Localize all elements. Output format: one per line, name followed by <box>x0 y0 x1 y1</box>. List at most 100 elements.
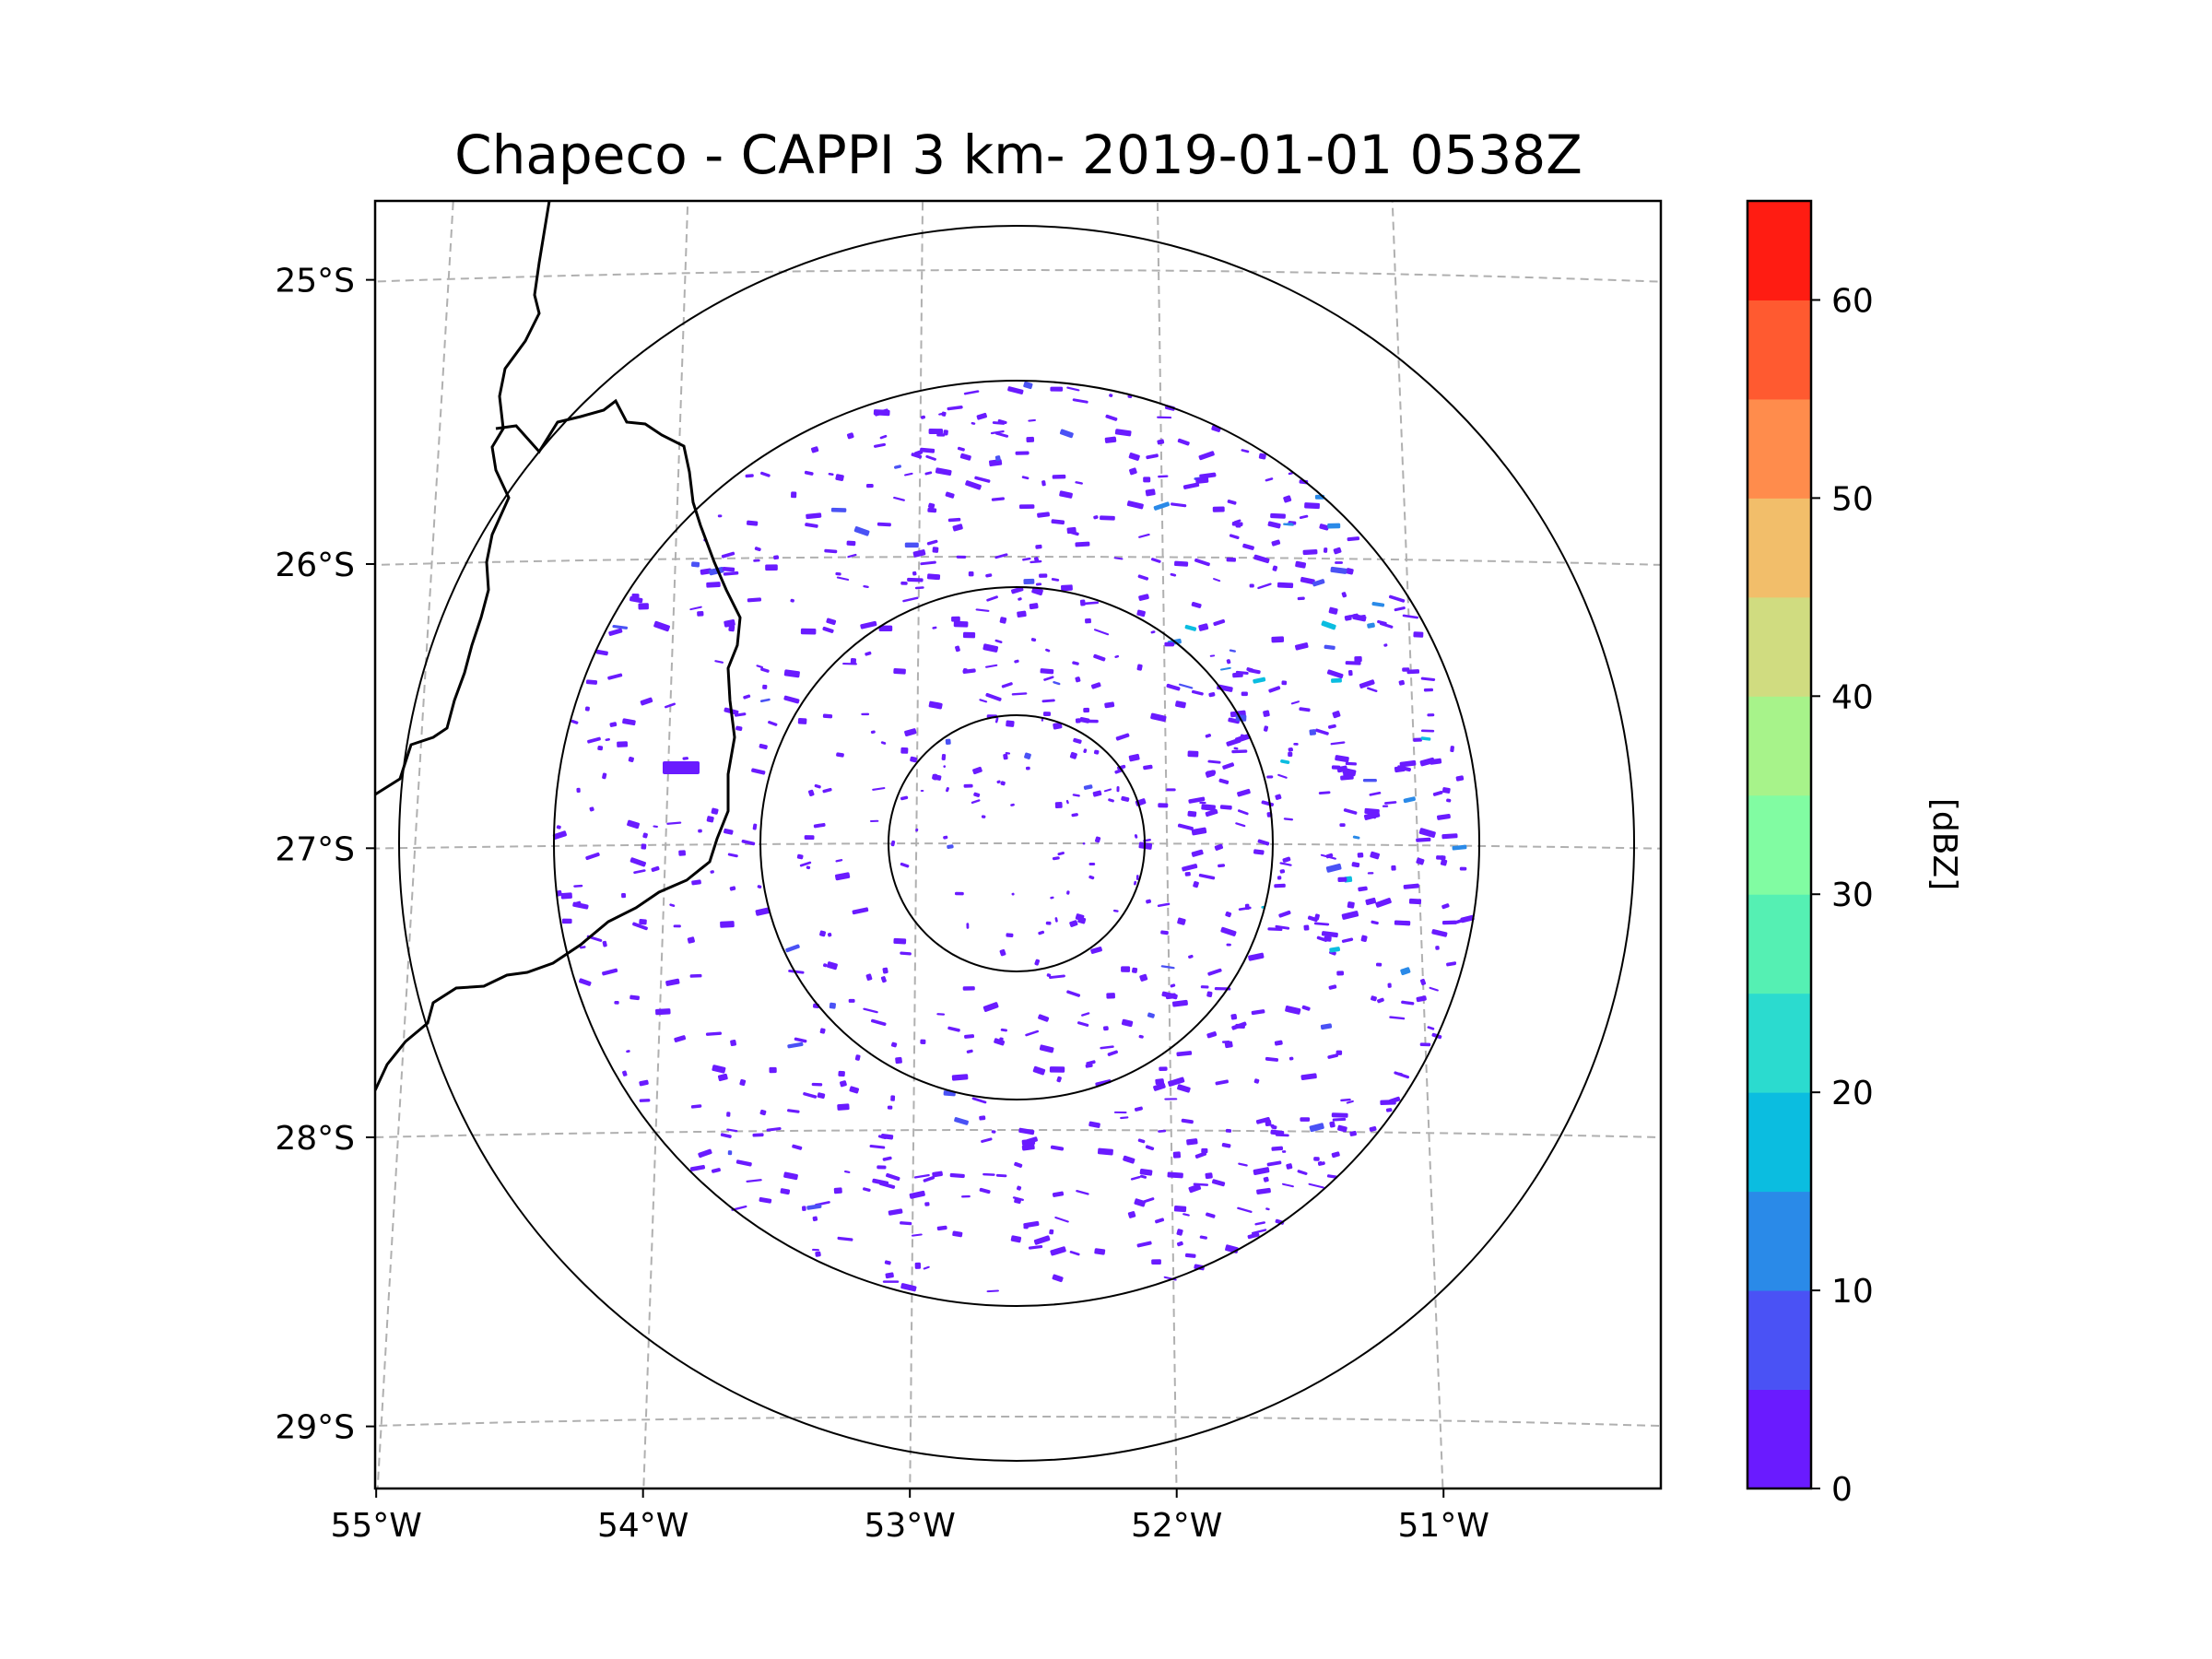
echo-cell <box>1293 742 1299 746</box>
echo-cell <box>932 626 937 629</box>
echo-cell <box>981 1137 993 1143</box>
echo-cell <box>1041 718 1044 722</box>
echo-cell <box>1079 716 1090 724</box>
echo-cell <box>1103 788 1112 793</box>
echo-cell <box>1336 765 1348 773</box>
echo-cell <box>960 1194 971 1198</box>
echo-cell <box>1182 1213 1190 1217</box>
echo-cell <box>755 907 771 916</box>
echo-cell <box>723 571 739 576</box>
x-tick-label: 52°W <box>1131 1507 1222 1545</box>
echo-cell <box>1066 990 1081 997</box>
echo-cell <box>833 1187 842 1194</box>
echo-cell <box>804 470 814 476</box>
echo-cell <box>952 1230 963 1238</box>
echo-cell <box>1007 386 1024 394</box>
echo-cell <box>1282 856 1291 863</box>
echo-cell <box>1132 967 1138 973</box>
echo-cell <box>1205 808 1218 818</box>
echo-cell <box>752 1133 764 1137</box>
border-line-northwest <box>375 201 551 796</box>
echo-cell <box>714 660 724 664</box>
echo-cell <box>827 932 832 937</box>
echo-cell <box>1389 1016 1406 1020</box>
echo-cell <box>1453 918 1465 924</box>
echo-cell <box>1299 707 1311 712</box>
echo-cell <box>1401 1000 1415 1006</box>
echo-cell <box>932 1171 943 1178</box>
echo-cell <box>711 1168 721 1173</box>
echo-cell <box>1349 613 1359 618</box>
echo-cell <box>1045 648 1051 653</box>
echo-cell <box>1384 801 1397 805</box>
echo-cell <box>863 1187 871 1192</box>
echo-cell <box>1413 737 1422 742</box>
echo-cell <box>1143 477 1151 483</box>
echo-cell <box>1255 1116 1271 1124</box>
echo-cell <box>1139 1174 1147 1179</box>
echo-cell <box>853 526 870 536</box>
echo-cell <box>759 698 771 703</box>
echo-cell <box>1340 774 1354 781</box>
echo-cell <box>1219 666 1231 671</box>
echo-cell <box>1052 1274 1064 1283</box>
echo-cell <box>1383 643 1388 647</box>
echo-cell <box>1054 1217 1069 1223</box>
echo-cell <box>1050 1145 1065 1151</box>
echo-cell <box>1371 920 1379 925</box>
echo-cell <box>1419 978 1427 986</box>
echo-cell <box>1357 852 1364 858</box>
echo-cell <box>870 730 876 735</box>
echo-cell <box>673 924 681 928</box>
echo-cell <box>573 884 583 888</box>
echo-cell <box>760 667 770 673</box>
echo-cell <box>1207 968 1222 976</box>
echo-cell <box>1265 1056 1279 1062</box>
echo-cell <box>985 692 1002 701</box>
echo-cell <box>585 852 600 861</box>
echo-cell <box>1198 451 1215 461</box>
echo-cell <box>1017 610 1027 618</box>
colorbar-ticks: 0 10 20 30 40 50 60 <box>1811 282 1874 1509</box>
echo-cell <box>796 853 804 860</box>
chart-title: Chapeco - CAPPI 3 km- 2019-01-01 0538Z <box>454 124 1583 186</box>
echo-cell <box>1263 710 1270 717</box>
echo-cell <box>1369 792 1382 796</box>
echo-cell <box>759 743 768 750</box>
echo-cell <box>1041 480 1046 487</box>
echo-cell <box>991 1130 996 1134</box>
echo-cell <box>1302 549 1318 556</box>
echo-cell <box>587 736 601 744</box>
echo-cell <box>1026 1136 1038 1145</box>
echo-cell <box>726 1112 731 1117</box>
echo-cell <box>888 1208 903 1216</box>
echo-cell <box>1146 453 1159 460</box>
echo-cell <box>872 787 886 791</box>
echo-cell <box>1095 1079 1112 1087</box>
echo-cell <box>1051 578 1060 582</box>
echo-cell <box>1205 770 1216 778</box>
echo-cell <box>1308 1182 1324 1189</box>
echo-cell <box>806 512 822 520</box>
echo-cell <box>963 390 980 395</box>
echo-cell <box>819 930 827 937</box>
echo-cell <box>1012 1196 1024 1201</box>
echo-cell <box>1021 476 1030 480</box>
echo-cell <box>1135 875 1139 881</box>
echo-cell <box>739 1078 747 1087</box>
echo-cell <box>1290 700 1300 705</box>
echo-cell <box>848 998 855 1003</box>
echo-cell <box>910 756 918 763</box>
echo-cell <box>982 643 999 653</box>
echo-cell <box>1278 910 1291 918</box>
echo-cell <box>1419 1042 1431 1047</box>
echo-cell <box>1257 582 1272 590</box>
echo-cell <box>1441 833 1458 840</box>
echo-cell <box>622 718 636 726</box>
echo-cell <box>1033 1235 1051 1245</box>
echo-cell <box>1201 1147 1208 1154</box>
echo-cell <box>705 1031 722 1036</box>
echo-cell <box>1195 477 1209 484</box>
range-ring-2 <box>759 586 1274 1100</box>
echo-cell <box>985 573 993 578</box>
